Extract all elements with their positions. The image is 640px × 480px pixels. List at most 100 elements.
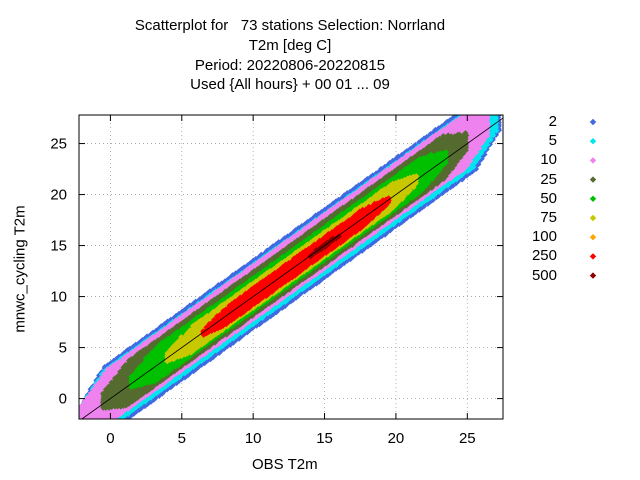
scatter-point [96, 429, 102, 435]
scatter-point [90, 425, 96, 431]
scatter-point [93, 428, 99, 434]
scatter-points [79, 100, 503, 436]
scatter-point [102, 421, 108, 427]
scatter-point [85, 422, 91, 428]
scatter-point [492, 104, 498, 110]
scatter-point [481, 101, 487, 107]
scatter-point [84, 423, 90, 429]
scatter-point [79, 424, 85, 430]
scatter-point [467, 107, 473, 113]
scatter-point [488, 107, 494, 113]
scatter-point [93, 421, 99, 427]
scatter-point [473, 100, 479, 106]
scatter-point [93, 423, 99, 429]
scatter-point [90, 422, 96, 428]
scatter-point [113, 423, 119, 429]
scatter-point [84, 421, 90, 427]
scatter-point [488, 101, 494, 107]
scatter-point [93, 423, 99, 429]
scatter-point [475, 106, 481, 112]
scatter-point [473, 103, 479, 109]
scatter-point [102, 419, 108, 425]
scatter-point [85, 420, 91, 426]
scatter-point [116, 421, 122, 427]
scatter-point [99, 426, 105, 432]
scatter-point [87, 425, 93, 431]
scatter-point [479, 101, 485, 107]
scatter-point [490, 103, 496, 109]
scatter-point [467, 105, 473, 111]
scatter-point [102, 421, 108, 427]
scatter-point [491, 108, 497, 114]
scatter-point [110, 419, 116, 425]
scatter-point [473, 107, 479, 113]
scatter-point [99, 426, 105, 432]
scatter-point [96, 420, 102, 426]
scatter-point [96, 426, 102, 432]
scatter-point [99, 430, 105, 436]
scatter-point [84, 424, 90, 430]
scatter-point [81, 422, 87, 428]
scatter-point [84, 427, 90, 433]
title-line-4: Used {All hours} + 00 01 ... 09 [190, 76, 390, 93]
scatter-point [495, 105, 501, 111]
scatter-point [93, 422, 99, 428]
scatter-point [94, 425, 100, 431]
scatter-point [479, 107, 485, 113]
scatter-point [90, 428, 96, 434]
scatter-point [96, 422, 102, 428]
scatter-point [472, 115, 474, 116]
scatter-point [121, 418, 122, 419]
scatter-point [90, 418, 91, 419]
scatter-point [466, 115, 468, 116]
scatter-point [96, 427, 102, 433]
scatter-point [481, 109, 487, 115]
scatter-point [458, 109, 464, 115]
scatter-point [82, 422, 88, 428]
scatter-point [462, 107, 468, 113]
scatter-point [488, 103, 494, 109]
scatter-point [81, 426, 87, 432]
scatter-point [481, 115, 482, 116]
scatter-point [96, 423, 102, 429]
scatter-point [481, 104, 487, 110]
scatter-point [99, 420, 105, 426]
scatter-point [478, 103, 484, 109]
scatter-point [476, 104, 482, 110]
scatter-point [82, 420, 88, 426]
scatter-point [81, 418, 82, 419]
scatter-point [90, 420, 96, 426]
scatter-point [481, 107, 487, 113]
scatter-point [485, 106, 491, 112]
scatter-point [90, 424, 96, 430]
scatter-point [90, 424, 96, 430]
scatter-point [93, 427, 99, 433]
scatter-point [79, 419, 85, 425]
scatter-point [490, 104, 496, 110]
scatter-point [79, 425, 85, 431]
scatter-point [119, 418, 120, 419]
scatter-point [96, 424, 102, 430]
scatter-point [87, 425, 93, 431]
scatter-point [99, 420, 105, 426]
scatter-point [110, 418, 111, 419]
scatter-point [470, 107, 476, 113]
scatter-point [93, 424, 99, 430]
scatter-point [479, 105, 485, 111]
scatter-point [96, 426, 102, 432]
scatter-point [82, 423, 88, 429]
scatter-point [82, 420, 88, 426]
scatter-point [87, 421, 93, 427]
scatter-point [87, 418, 88, 419]
scatter-point [470, 115, 471, 116]
scatter-point [98, 422, 104, 428]
scatter-point [113, 421, 119, 427]
scatter-point [90, 421, 96, 427]
scatter-point [101, 423, 107, 429]
scatter-point [93, 420, 99, 426]
scatter-point [107, 423, 113, 429]
scatter-point [470, 101, 476, 107]
scatter-point [79, 423, 85, 429]
scatter-point [465, 105, 471, 111]
